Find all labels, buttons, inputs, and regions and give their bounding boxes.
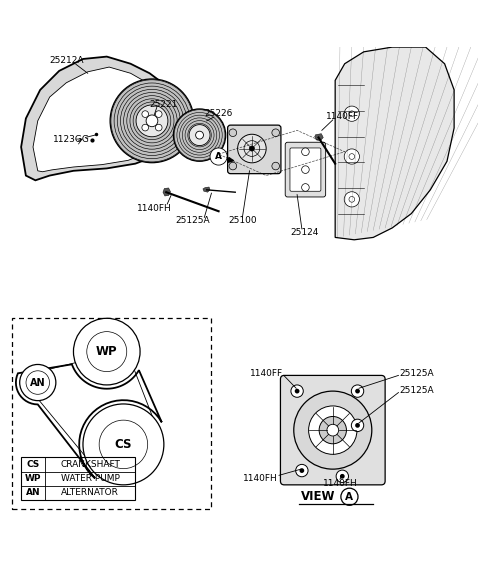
Text: CS: CS <box>115 438 132 451</box>
Text: VIEW: VIEW <box>301 490 336 503</box>
FancyBboxPatch shape <box>285 142 325 197</box>
Text: 25124: 25124 <box>290 228 318 237</box>
Circle shape <box>156 124 162 131</box>
FancyBboxPatch shape <box>280 376 385 485</box>
Circle shape <box>296 465 308 477</box>
Circle shape <box>73 318 140 385</box>
FancyBboxPatch shape <box>290 148 321 192</box>
Text: CRANKSHAFT: CRANKSHAFT <box>60 460 120 469</box>
Circle shape <box>173 109 226 161</box>
Text: A: A <box>346 492 353 502</box>
Polygon shape <box>315 134 323 141</box>
Circle shape <box>189 125 210 145</box>
Text: 25125A: 25125A <box>175 216 210 225</box>
Circle shape <box>238 135 266 163</box>
Circle shape <box>351 385 364 397</box>
Text: 25100: 25100 <box>228 216 257 225</box>
Circle shape <box>309 406 357 454</box>
Circle shape <box>301 184 309 192</box>
FancyBboxPatch shape <box>228 125 281 174</box>
Polygon shape <box>335 47 454 240</box>
Circle shape <box>20 364 56 401</box>
Text: 1140FH: 1140FH <box>243 474 278 483</box>
Circle shape <box>355 423 360 428</box>
Bar <box>21 457 135 500</box>
Text: AN: AN <box>26 488 40 498</box>
Circle shape <box>146 115 158 127</box>
Text: 1140FH: 1140FH <box>137 205 172 213</box>
Circle shape <box>229 162 237 170</box>
Circle shape <box>344 106 360 121</box>
Text: 1140FF: 1140FF <box>250 369 283 378</box>
Polygon shape <box>163 188 170 196</box>
Circle shape <box>229 129 237 137</box>
Text: AN: AN <box>30 377 46 388</box>
Circle shape <box>340 474 345 479</box>
Circle shape <box>142 111 148 117</box>
Circle shape <box>344 149 360 164</box>
Text: 1140FF: 1140FF <box>326 112 359 121</box>
Circle shape <box>249 146 254 151</box>
Circle shape <box>291 385 303 397</box>
Circle shape <box>156 111 162 117</box>
Text: WP: WP <box>96 345 118 358</box>
Circle shape <box>272 162 279 170</box>
Text: 25221: 25221 <box>150 100 178 109</box>
Circle shape <box>142 124 148 131</box>
Text: WATER PUMP: WATER PUMP <box>60 474 120 483</box>
Text: 25125A: 25125A <box>399 369 434 378</box>
Bar <box>12 318 212 508</box>
Circle shape <box>210 148 227 165</box>
Circle shape <box>336 470 348 482</box>
Circle shape <box>351 419 364 431</box>
Text: 1123GG: 1123GG <box>53 135 89 144</box>
Circle shape <box>344 192 360 207</box>
Polygon shape <box>203 187 210 192</box>
Circle shape <box>294 391 372 469</box>
Circle shape <box>327 424 339 436</box>
Text: 25226: 25226 <box>204 109 233 118</box>
Circle shape <box>110 79 194 162</box>
Circle shape <box>319 417 347 444</box>
Text: 1140FH: 1140FH <box>323 479 357 488</box>
Polygon shape <box>21 56 185 180</box>
Circle shape <box>83 404 164 485</box>
Polygon shape <box>33 67 174 172</box>
Circle shape <box>355 389 360 393</box>
Text: CS: CS <box>26 460 40 469</box>
Circle shape <box>301 166 309 173</box>
Circle shape <box>136 105 168 137</box>
Circle shape <box>300 468 304 473</box>
Circle shape <box>196 131 204 139</box>
Circle shape <box>301 148 309 156</box>
Circle shape <box>295 389 300 393</box>
Circle shape <box>272 129 279 137</box>
Text: WP: WP <box>25 474 41 483</box>
Text: A: A <box>215 152 222 161</box>
Text: 25125A: 25125A <box>399 386 434 395</box>
Text: ALTERNATOR: ALTERNATOR <box>61 488 119 498</box>
Text: 25212A: 25212A <box>49 56 84 65</box>
